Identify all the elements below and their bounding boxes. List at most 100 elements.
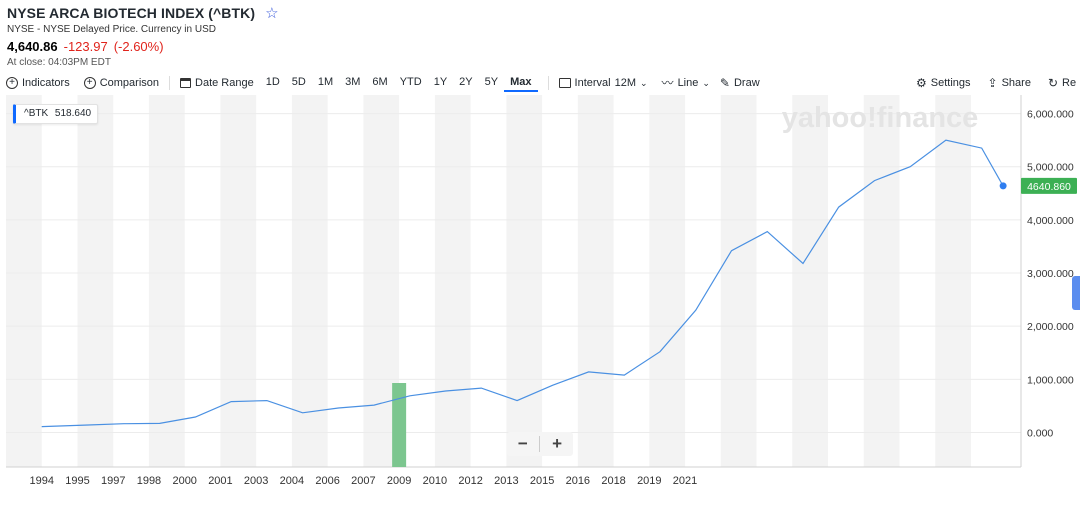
zoom-in-button[interactable]: + — [552, 434, 563, 453]
chart-toolbar: + Indicators + Comparison Date Range 1D … — [6, 74, 1080, 92]
last-price: 4,640.86 — [7, 39, 58, 54]
x-tick-label: 2019 — [637, 475, 661, 487]
legend-symbol: ^BTK — [24, 108, 49, 119]
exchange-subtitle: NYSE - NYSE Delayed Price. Currency in U… — [7, 24, 216, 35]
price-line — [41, 139, 1004, 428]
y-tick-label: 3,000.000 — [1027, 268, 1074, 280]
y-tick-label: 5,000.000 — [1027, 162, 1074, 174]
yahoo-finance-watermark: yahoo!finance — [782, 102, 979, 134]
toolbar-right-group: ⚙ Settings ⇪ Share ↻ Re — [916, 77, 1076, 89]
range-max-button[interactable]: Max — [504, 74, 538, 92]
plus-circle-icon: + — [83, 77, 96, 89]
interval-label: Interval — [574, 77, 611, 89]
zoom-out-button[interactable]: − — [517, 434, 528, 453]
x-tick-label: 1997 — [101, 475, 125, 487]
event-marker-bar — [392, 383, 407, 467]
year-band — [792, 95, 829, 467]
year-band — [434, 95, 471, 467]
range-1m-button[interactable]: 1M — [317, 76, 334, 88]
settings-label: Settings — [930, 77, 971, 89]
toolbar-divider — [547, 76, 549, 90]
interval-dropdown[interactable]: Interval 12M ⌄ — [558, 77, 648, 89]
y-tick-label: 6,000.000 — [1027, 109, 1074, 121]
price-change-percent: (-2.60%) — [113, 39, 164, 54]
share-label: Share — [1001, 77, 1031, 89]
x-tick-label: 2004 — [280, 475, 304, 487]
x-tick-label: 2018 — [601, 475, 625, 487]
settings-button[interactable]: ⚙ Settings — [916, 77, 971, 89]
plus-circle-icon: + — [6, 77, 18, 89]
legend-value: 518.640 — [54, 108, 92, 119]
range-ytd-button[interactable]: YTD — [399, 76, 422, 88]
draw-label: Draw — [733, 77, 760, 89]
reset-button[interactable]: ↻ Re — [1048, 77, 1076, 89]
x-tick-label: 2003 — [244, 475, 268, 487]
reset-icon: ↻ — [1047, 76, 1058, 90]
chart-area[interactable]: yahoo!finance 6,000.000 5,000.000 4,000.000… — [0, 95, 1080, 508]
page-title: NYSE ARCA BIOTECH INDEX (^BTK) — [7, 5, 256, 21]
share-icon: ⇪ — [987, 76, 998, 90]
range-3m-button[interactable]: 3M — [345, 76, 361, 88]
year-band — [77, 95, 114, 467]
range-1d-button[interactable]: 1D — [265, 76, 280, 88]
zoom-controls: − + — [507, 432, 573, 456]
calendar-icon — [180, 78, 192, 88]
chevron-down-icon: ⌄ — [640, 77, 648, 88]
x-tick-label: 2015 — [530, 475, 554, 487]
draw-button[interactable]: ✎ Draw — [720, 77, 760, 89]
x-tick-label: 2016 — [566, 475, 590, 487]
x-tick-label: 2006 — [315, 475, 339, 487]
x-tick-label: 2007 — [351, 475, 375, 487]
y-tick-label: 2,000.000 — [1027, 321, 1074, 333]
price-chart[interactable]: yahoo!finance 6,000.000 5,000.000 4,000.000… — [0, 95, 1080, 508]
x-tick-label: 2021 — [673, 475, 697, 487]
last-value-label: 4640.860 — [1027, 181, 1071, 193]
year-band — [291, 95, 328, 467]
year-band — [935, 95, 971, 467]
year-band — [6, 95, 42, 467]
zoom-divider — [539, 436, 541, 452]
year-band — [649, 95, 686, 467]
interval-icon — [558, 78, 571, 88]
chart-type-dropdown[interactable]: 〰 Line ⌄ — [662, 77, 710, 89]
y-tick-label: 1,000.000 — [1027, 374, 1074, 386]
year-band — [148, 95, 185, 467]
pencil-icon: ✎ — [719, 76, 730, 90]
x-tick-label: 2010 — [423, 475, 447, 487]
series-legend[interactable]: ^BTK 518.640 — [13, 104, 99, 124]
y-tick-label: 0.000 — [1027, 427, 1053, 439]
year-band — [863, 95, 900, 467]
range-1y-button[interactable]: 1Y — [433, 76, 448, 88]
star-icon[interactable]: ☆ — [265, 5, 279, 22]
line-chart-icon: 〰 — [661, 76, 674, 90]
indicators-button[interactable]: + Indicators — [6, 77, 70, 89]
x-tick-label: 2001 — [208, 475, 232, 487]
reset-label: Re — [1062, 77, 1077, 89]
date-range-button[interactable]: Date Range — [180, 77, 254, 89]
x-tick-label: 2000 — [172, 475, 196, 487]
gear-icon: ⚙ — [916, 76, 927, 90]
range-6m-button[interactable]: 6M — [372, 76, 388, 88]
indicators-label: Indicators — [22, 77, 70, 89]
range-5y-button[interactable]: 5Y — [484, 76, 499, 88]
year-band — [220, 95, 257, 467]
quote-header: NYSE ARCA BIOTECH INDEX (^BTK) ☆ NYSE - … — [7, 4, 279, 68]
x-tick-label: 2013 — [494, 475, 518, 487]
range-2y-button[interactable]: 2Y — [459, 76, 473, 88]
date-range-label: Date Range — [195, 77, 254, 89]
side-panel-toggle[interactable] — [1072, 276, 1080, 310]
range-5d-button[interactable]: 5D — [291, 76, 306, 88]
price-change: -123.97 — [63, 39, 108, 54]
year-band — [577, 95, 614, 467]
close-time: At close: 04:03PM EDT — [7, 57, 111, 68]
year-band — [506, 95, 543, 467]
comparison-button[interactable]: + Comparison — [83, 77, 159, 89]
y-tick-label: 4,000.000 — [1027, 215, 1074, 227]
x-tick-label: 2009 — [387, 475, 411, 487]
x-tick-label: 2012 — [458, 475, 482, 487]
last-value-badge — [1021, 177, 1077, 194]
share-button[interactable]: ⇪ Share — [988, 77, 1031, 89]
x-tick-label: 1994 — [29, 475, 53, 487]
toolbar-divider — [169, 76, 171, 90]
year-band — [720, 95, 757, 467]
